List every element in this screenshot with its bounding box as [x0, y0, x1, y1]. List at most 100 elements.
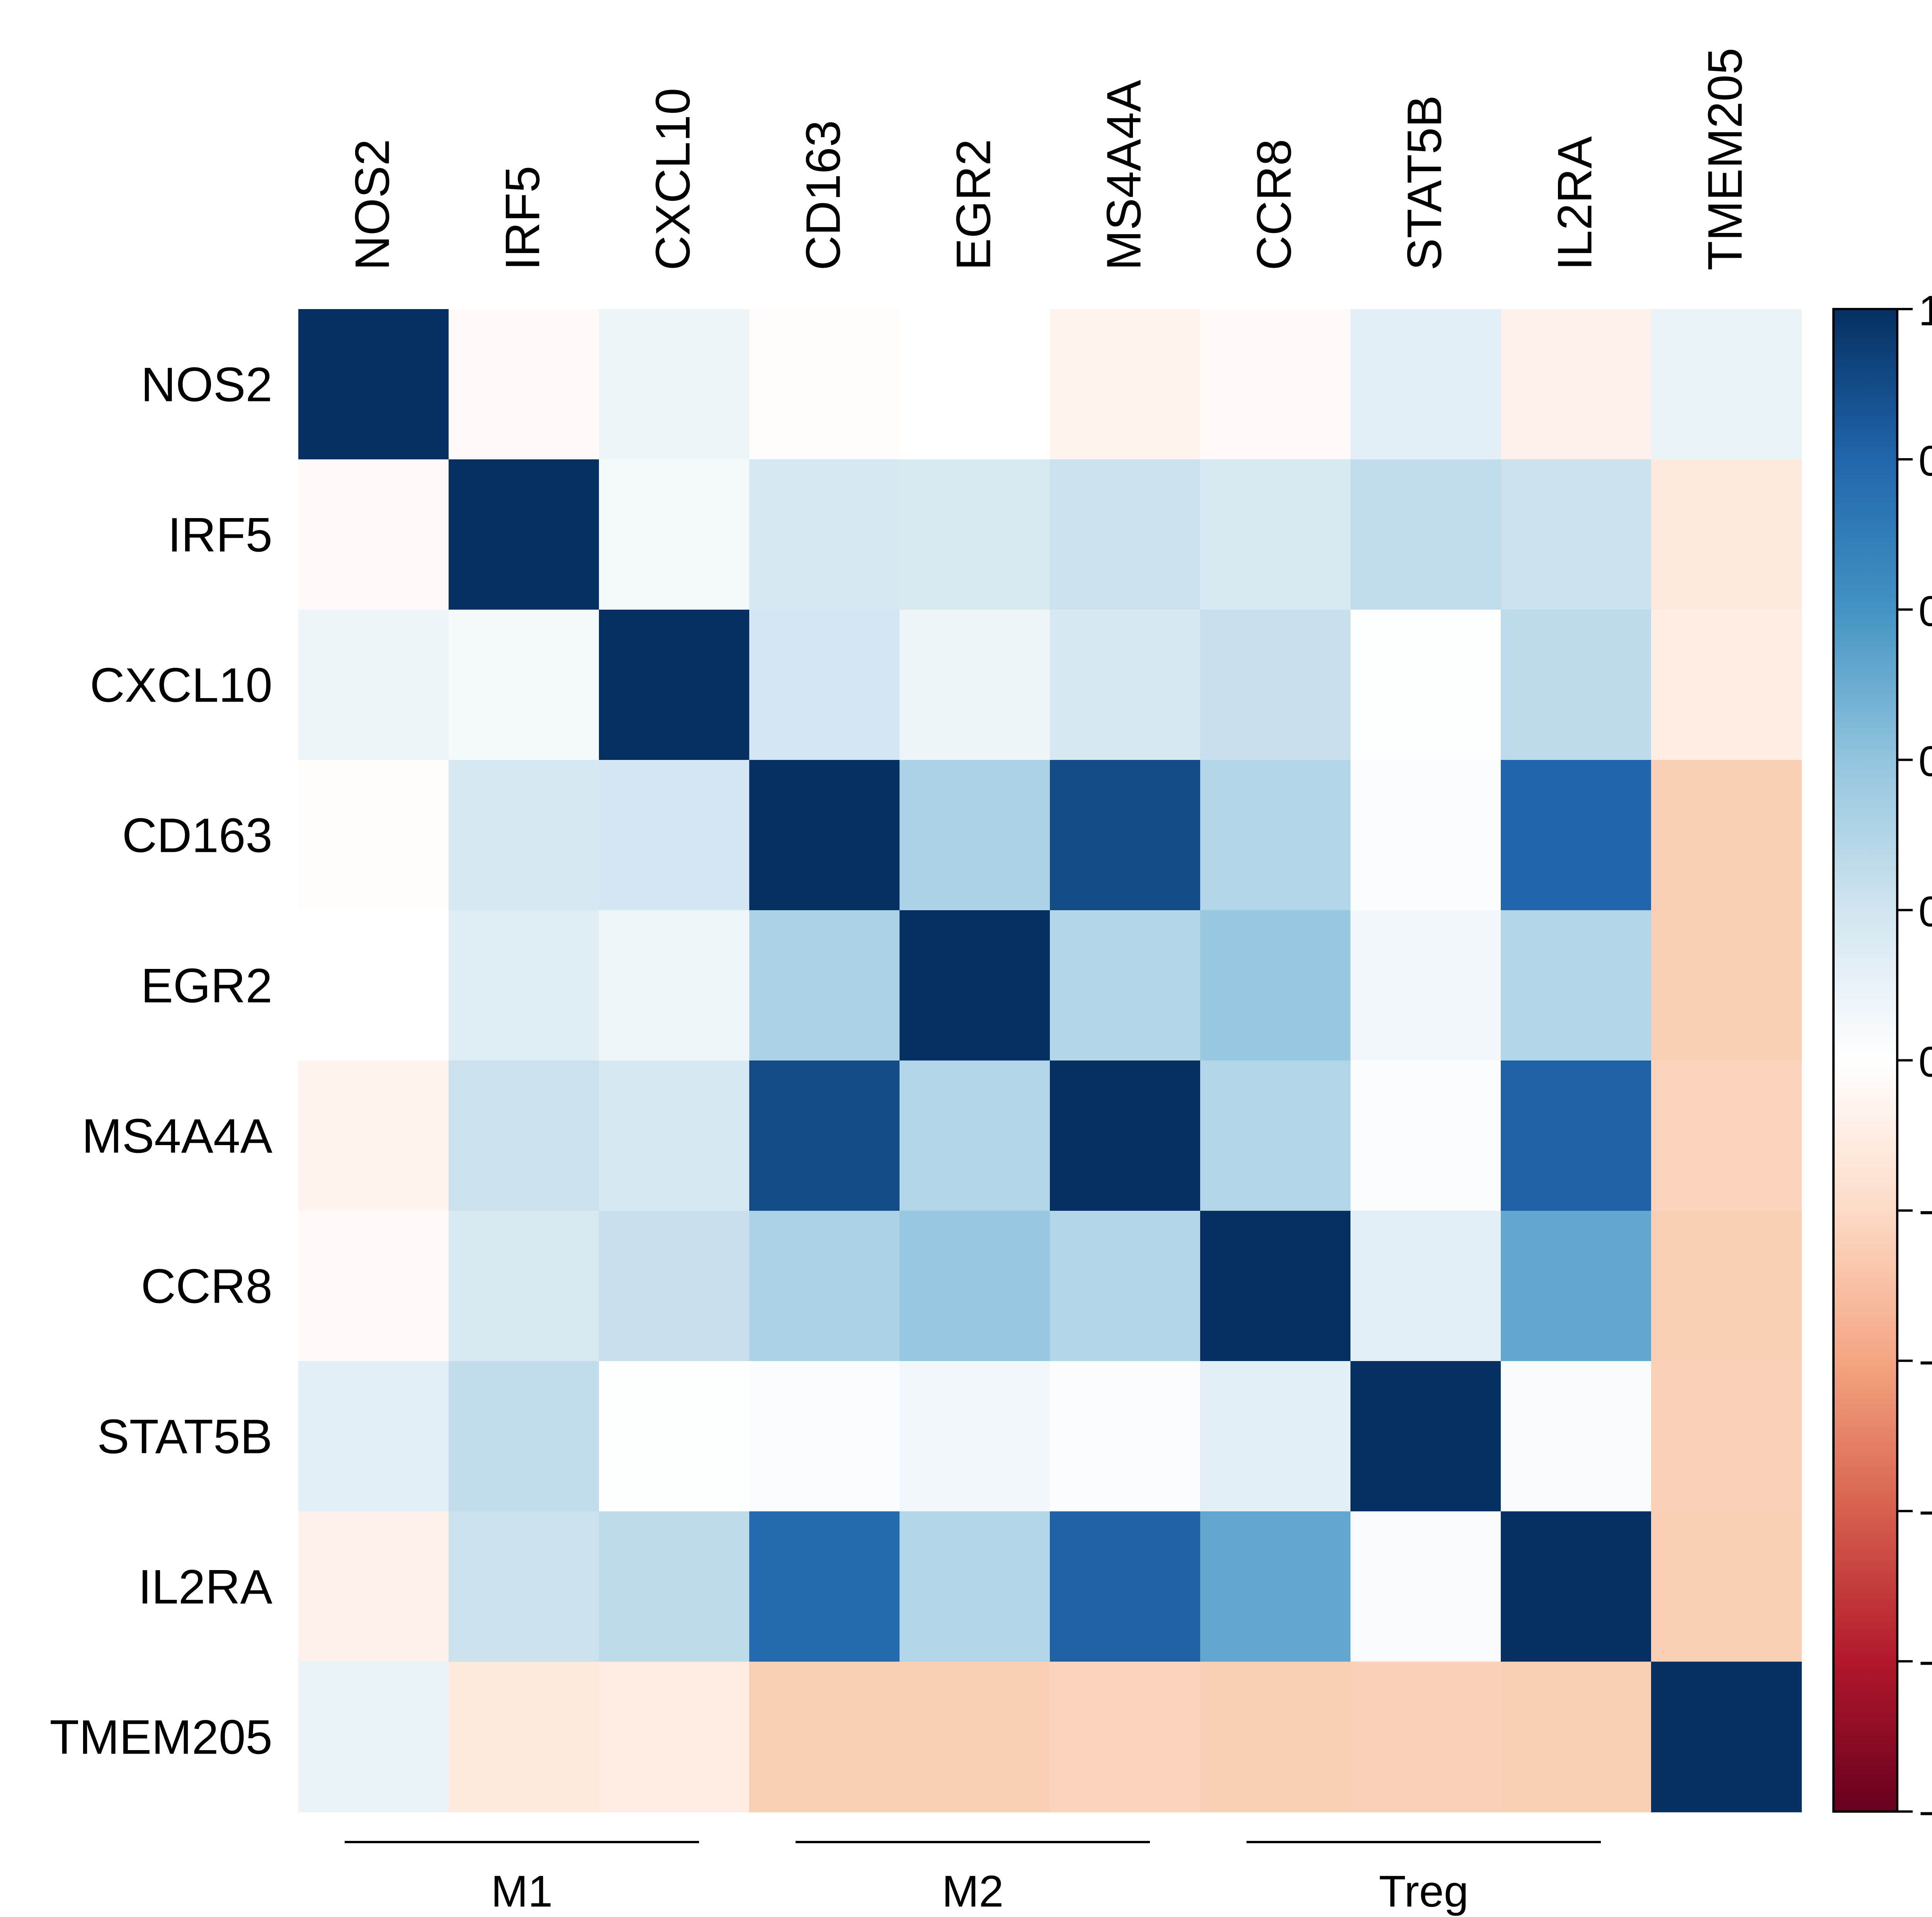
- heatmap-cell-ms4a4a-stat5b: [1350, 1060, 1501, 1211]
- heatmap-cell-ms4a4a-cxcl10: [599, 1060, 750, 1211]
- heatmap-cell-stat5b-egr2: [900, 1361, 1050, 1512]
- heatmap-cell-il2ra-nos2: [298, 1511, 449, 1662]
- heatmap-cell-irf5-il2ra: [1501, 459, 1651, 610]
- heatmap-cell-ms4a4a-cd163: [749, 1060, 900, 1211]
- heatmap-cell-nos2-ms4a4a: [1050, 309, 1201, 460]
- heatmap-cell-cxcl10-tmem205: [1651, 610, 1802, 760]
- heatmap-cell-irf5-ccr8: [1200, 459, 1351, 610]
- heatmap-cell-cd163-tmem205: [1651, 760, 1802, 911]
- group-label-m1: M1: [491, 1867, 553, 1916]
- heatmap-cell-tmem205-cd163: [749, 1662, 900, 1812]
- heatmap-cell-ms4a4a-ms4a4a: [1050, 1060, 1201, 1211]
- heatmap-cell-nos2-egr2: [900, 309, 1050, 460]
- colorbar-tick-label: 0.8: [1918, 437, 1932, 485]
- heatmap-cell-tmem205-egr2: [900, 1662, 1050, 1812]
- heatmap-cell-irf5-cxcl10: [599, 459, 750, 610]
- heatmap-cell-tmem205-stat5b: [1350, 1662, 1501, 1812]
- heatmap-cell-stat5b-stat5b: [1350, 1361, 1501, 1512]
- heatmap-cell-il2ra-ms4a4a: [1050, 1511, 1201, 1662]
- heatmap-cell-tmem205-nos2: [298, 1662, 449, 1812]
- heatmap-cell-ms4a4a-tmem205: [1651, 1060, 1802, 1211]
- heatmap-cell-tmem205-irf5: [449, 1662, 599, 1812]
- heatmap-cell-egr2-il2ra: [1501, 910, 1651, 1061]
- colorbar-tick-label: 0.2: [1918, 888, 1932, 936]
- colorbar-tick-label: 0: [1918, 1038, 1932, 1086]
- column-labels: NOS2 IRF5 CXCL10 CD163 EGR2 MS4A4A CCR8 STAT5B I…: [346, 48, 1752, 270]
- heatmap-cell-cxcl10-il2ra: [1501, 610, 1651, 760]
- heatmap-cell-il2ra-cd163: [749, 1511, 900, 1662]
- column-label-tmem205: TMEM205: [1699, 48, 1752, 270]
- colorbar-tick-label: 1: [1918, 287, 1932, 335]
- colorbar-tick-label: −0.4: [1918, 1339, 1932, 1386]
- row-label-cxcl10: CXCL10: [90, 659, 272, 712]
- heatmap-cell-ccr8-cxcl10: [599, 1211, 750, 1361]
- row-label-cd163: CD163: [122, 809, 272, 863]
- row-label-tmem205: TMEM205: [49, 1711, 272, 1764]
- colorbar-tick-label: −0.8: [1918, 1639, 1932, 1687]
- heatmap-cell-egr2-cxcl10: [599, 910, 750, 1061]
- heatmap-cell-cxcl10-irf5: [449, 610, 599, 760]
- heatmap-cell-irf5-stat5b: [1350, 459, 1501, 610]
- row-label-ccr8: CCR8: [141, 1260, 272, 1314]
- heatmap-cell-il2ra-tmem205: [1651, 1511, 1802, 1662]
- heatmap-cell-cd163-cxcl10: [599, 760, 750, 911]
- heatmap-cell-ccr8-nos2: [298, 1211, 449, 1361]
- column-label-egr2: EGR2: [947, 139, 1001, 270]
- heatmap-cell-egr2-nos2: [298, 910, 449, 1061]
- heatmap-cell-ccr8-irf5: [449, 1211, 599, 1361]
- heatmap-cell-nos2-tmem205: [1651, 309, 1802, 460]
- heatmap-cell-cxcl10-nos2: [298, 610, 449, 760]
- heatmap-cell-stat5b-irf5: [449, 1361, 599, 1512]
- column-label-il2ra: IL2RA: [1548, 136, 1602, 270]
- heatmap-cell-stat5b-ccr8: [1200, 1361, 1351, 1512]
- row-label-il2ra: IL2RA: [138, 1560, 273, 1614]
- heatmap-cell-irf5-egr2: [900, 459, 1050, 610]
- row-label-ms4a4a: MS4A4A: [82, 1110, 273, 1163]
- column-label-ccr8: CCR8: [1248, 139, 1301, 270]
- heatmap-cell-cd163-egr2: [900, 760, 1050, 911]
- heatmap-cell-il2ra-cxcl10: [599, 1511, 750, 1662]
- heatmap-cell-stat5b-nos2: [298, 1361, 449, 1512]
- heatmap-cell-cxcl10-cd163: [749, 610, 900, 760]
- heatmap-cell-il2ra-ccr8: [1200, 1511, 1351, 1662]
- heatmap-cell-tmem205-cxcl10: [599, 1662, 750, 1812]
- heatmap-cell-nos2-ccr8: [1200, 309, 1351, 460]
- heatmap-cell-ccr8-il2ra: [1501, 1211, 1651, 1361]
- column-label-nos2: NOS2: [346, 139, 400, 270]
- heatmap-cell-ccr8-ms4a4a: [1050, 1211, 1201, 1361]
- heatmap-cell-il2ra-il2ra: [1501, 1511, 1651, 1662]
- heatmap-cell-cxcl10-cxcl10: [599, 610, 750, 760]
- row-labels: NOS2 IRF5 CXCL10 CD163 EGR2 MS4A4A CCR8 STAT5B I…: [49, 358, 272, 1764]
- heatmap-cell-ccr8-cd163: [749, 1211, 900, 1361]
- heatmap-cell-egr2-cd163: [749, 910, 900, 1061]
- heatmap-cell-tmem205-ccr8: [1200, 1662, 1351, 1812]
- heatmap-cell-stat5b-tmem205: [1651, 1361, 1802, 1512]
- heatmap-cell-cd163-stat5b: [1350, 760, 1501, 911]
- heatmap-cell-cxcl10-egr2: [900, 610, 1050, 760]
- group-annotations: M1 M2 Treg: [345, 1841, 1601, 1916]
- group-label-m2: M2: [942, 1867, 1004, 1916]
- heatmap-cell-ms4a4a-irf5: [449, 1060, 599, 1211]
- heatmap-cell-ccr8-stat5b: [1350, 1211, 1501, 1361]
- heatmap-cell-cd163-cd163: [749, 760, 900, 911]
- heatmap-cell-irf5-nos2: [298, 459, 449, 610]
- column-label-stat5b: STAT5B: [1398, 95, 1452, 270]
- heatmap-cell-irf5-ms4a4a: [1050, 459, 1201, 610]
- colorbar-tick-label: 0.6: [1918, 588, 1932, 635]
- colorbar: 1 0.8 0.6 0.4 0.2 0 −0.2 −0.4 −0.6 −0.8 −1: [1832, 287, 1932, 1837]
- column-label-irf5: IRF5: [496, 166, 550, 270]
- heatmap-cell-stat5b-ms4a4a: [1050, 1361, 1201, 1512]
- heatmap-cell-cxcl10-ms4a4a: [1050, 610, 1201, 760]
- colorbar-tick-label: −1: [1918, 1790, 1932, 1837]
- column-label-ms4a4a: MS4A4A: [1097, 80, 1151, 270]
- heatmap-cell-cd163-il2ra: [1501, 760, 1651, 911]
- heatmap-cell-cd163-ms4a4a: [1050, 760, 1201, 911]
- heatmap-cell-ms4a4a-nos2: [298, 1060, 449, 1211]
- heatmap-cell-egr2-ms4a4a: [1050, 910, 1201, 1061]
- heatmap-cell-cd163-nos2: [298, 760, 449, 911]
- heatmap-cell-nos2-cd163: [749, 309, 900, 460]
- heatmap-cell-nos2-cxcl10: [599, 309, 750, 460]
- heatmap-cell-egr2-tmem205: [1651, 910, 1802, 1061]
